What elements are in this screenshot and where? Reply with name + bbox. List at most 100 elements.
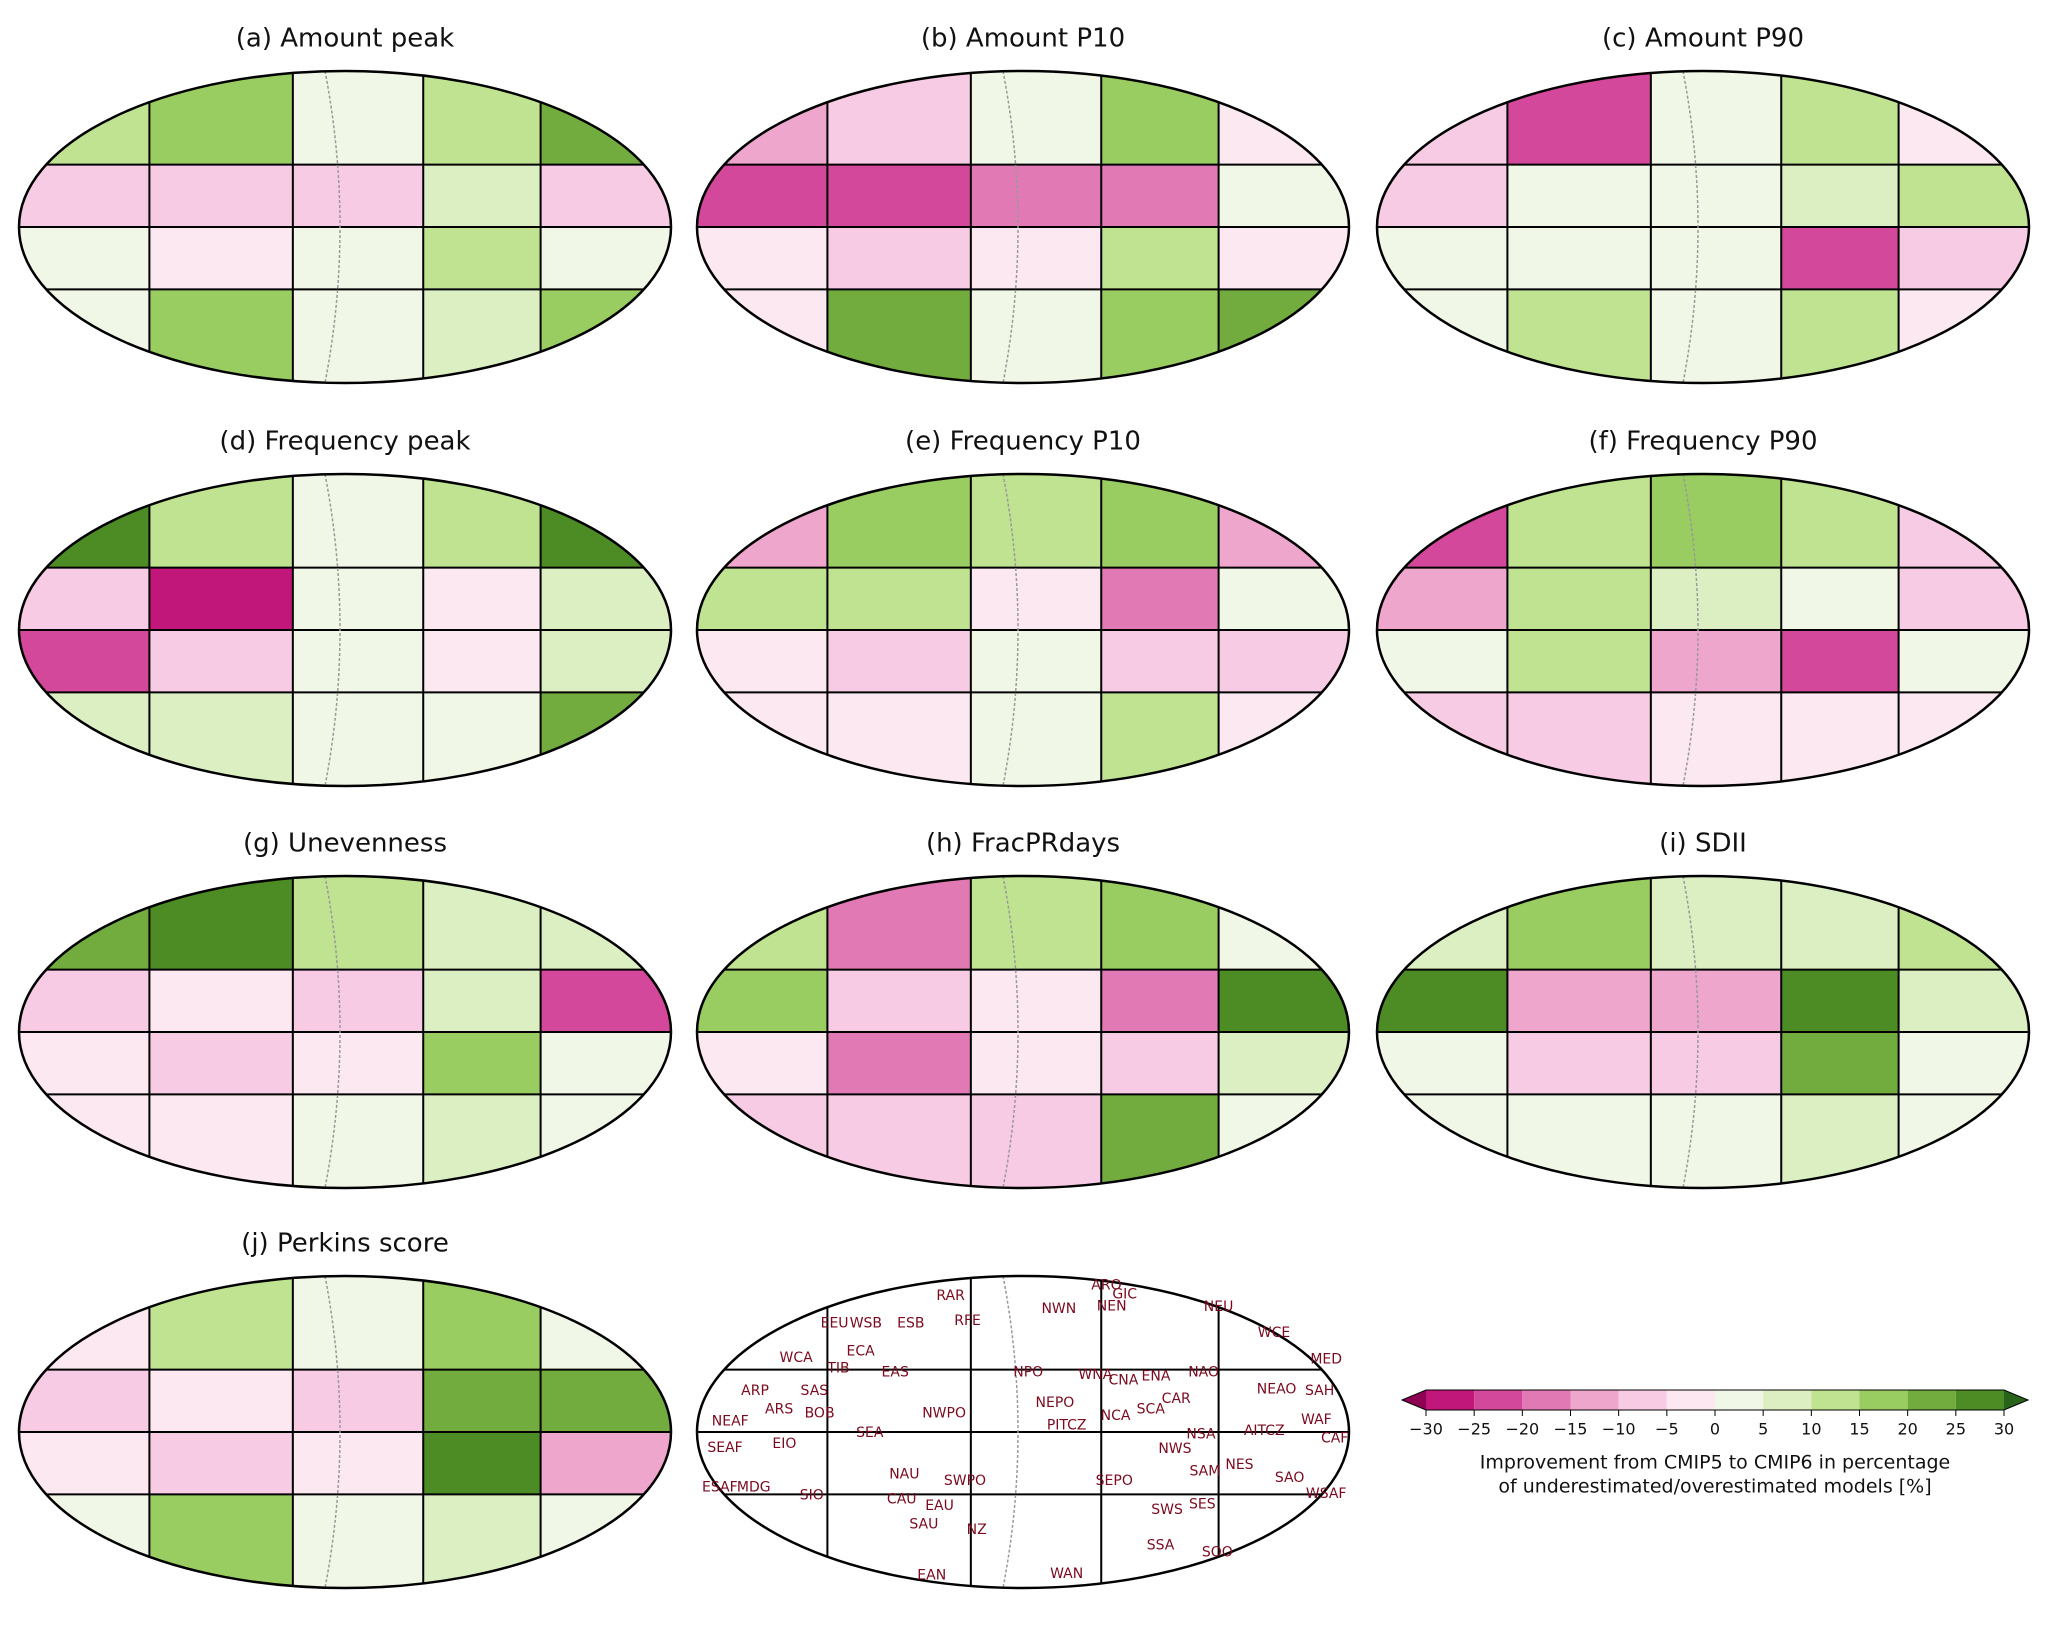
region xyxy=(827,71,971,165)
region xyxy=(19,1276,150,1370)
region xyxy=(1507,227,1651,290)
region-label: NES xyxy=(1225,1457,1253,1473)
region-label: ARS xyxy=(765,1402,793,1418)
region xyxy=(827,969,971,1032)
region xyxy=(19,1094,150,1188)
region xyxy=(1377,289,1508,383)
region xyxy=(1507,1094,1651,1188)
region xyxy=(697,692,828,786)
region xyxy=(697,969,828,1032)
region xyxy=(1218,227,1349,290)
colorbar-bin xyxy=(1907,1390,1956,1410)
region xyxy=(697,71,828,165)
region-label: SCA xyxy=(1137,1402,1166,1418)
colorbar-tick-label: −25 xyxy=(1457,1420,1491,1439)
region xyxy=(19,71,150,165)
region xyxy=(970,876,1102,970)
region-label: EAN xyxy=(917,1568,946,1584)
region-label: SAO xyxy=(1275,1470,1305,1486)
meridian xyxy=(324,876,341,1188)
region-label: EAS xyxy=(882,1364,909,1380)
map xyxy=(1377,876,2029,1188)
colorbar-tick-label: 30 xyxy=(1994,1420,2014,1439)
region-label: NAU xyxy=(889,1466,919,1482)
region-label: AITCZ xyxy=(1244,1423,1285,1439)
region xyxy=(19,567,150,630)
region xyxy=(1218,1032,1349,1095)
meridian xyxy=(1682,474,1699,786)
region xyxy=(292,567,424,630)
region xyxy=(970,164,1102,227)
region-label: EIO xyxy=(772,1436,796,1452)
region xyxy=(540,1432,671,1495)
map xyxy=(697,474,1349,786)
region xyxy=(292,1494,424,1588)
region xyxy=(1218,876,1349,970)
region-label: SAH xyxy=(1305,1383,1334,1399)
region-label: WCE xyxy=(1258,1325,1290,1341)
region-label: SAS xyxy=(801,1383,829,1399)
panel-title: (b) Amount P10 xyxy=(921,24,1125,54)
region xyxy=(149,1094,293,1188)
region xyxy=(1507,474,1651,568)
colorbar-tick-label: 25 xyxy=(1946,1420,1966,1439)
colorbar-tick-label: 5 xyxy=(1758,1420,1768,1439)
region xyxy=(1218,1094,1349,1188)
region xyxy=(292,1276,424,1370)
region xyxy=(1507,1032,1651,1095)
region-label: WAN xyxy=(1050,1566,1083,1582)
region xyxy=(1507,567,1651,630)
region xyxy=(1218,474,1349,568)
region xyxy=(1781,1032,1899,1095)
region-label: NEAF xyxy=(712,1413,749,1429)
region xyxy=(697,474,828,568)
region-label: PITCZ xyxy=(1047,1417,1087,1433)
region xyxy=(540,71,671,165)
region xyxy=(292,969,424,1032)
region-label: CNA xyxy=(1108,1373,1138,1389)
region xyxy=(1898,567,2029,630)
meridian xyxy=(1002,474,1019,786)
region xyxy=(292,474,424,568)
region xyxy=(827,567,971,630)
region xyxy=(1377,969,1508,1032)
region xyxy=(1507,630,1651,693)
region-label: NPO xyxy=(1013,1364,1043,1380)
map-outline xyxy=(17,472,673,788)
region xyxy=(292,164,424,227)
region-label: NEN xyxy=(1097,1298,1127,1314)
panel-title: (g) Unevenness xyxy=(243,829,447,859)
region xyxy=(1377,1094,1508,1188)
region-label: ESAF xyxy=(702,1480,738,1496)
map xyxy=(1377,71,2029,383)
colorbar-label: of underestimated/overestimated models [… xyxy=(1498,1476,1931,1498)
region xyxy=(1650,164,1782,227)
region xyxy=(149,876,293,970)
region xyxy=(1650,289,1782,383)
region xyxy=(697,289,828,383)
region xyxy=(1650,1032,1782,1095)
region-label: SSA xyxy=(1147,1538,1175,1554)
region-label: SWS xyxy=(1151,1502,1183,1518)
region xyxy=(1218,969,1349,1032)
colorbar-label: Improvement from CMIP5 to CMIP6 in perce… xyxy=(1480,1452,1950,1474)
map-outline xyxy=(1375,69,2031,385)
region xyxy=(1507,164,1651,227)
region xyxy=(19,289,150,383)
region xyxy=(827,289,971,383)
region xyxy=(970,474,1102,568)
region xyxy=(1898,227,2029,290)
meridian xyxy=(324,474,341,786)
map xyxy=(697,876,1349,1188)
region xyxy=(827,876,971,970)
panel-title: (h) FracPRdays xyxy=(926,829,1120,859)
region-label: CAF xyxy=(1321,1431,1348,1447)
region xyxy=(292,630,424,693)
region xyxy=(19,1432,150,1495)
region xyxy=(149,474,293,568)
region xyxy=(827,227,971,290)
colorbar-bin xyxy=(1811,1390,1860,1410)
region-label: SEPO xyxy=(1096,1473,1133,1489)
map xyxy=(19,876,671,1188)
region xyxy=(540,1032,671,1095)
